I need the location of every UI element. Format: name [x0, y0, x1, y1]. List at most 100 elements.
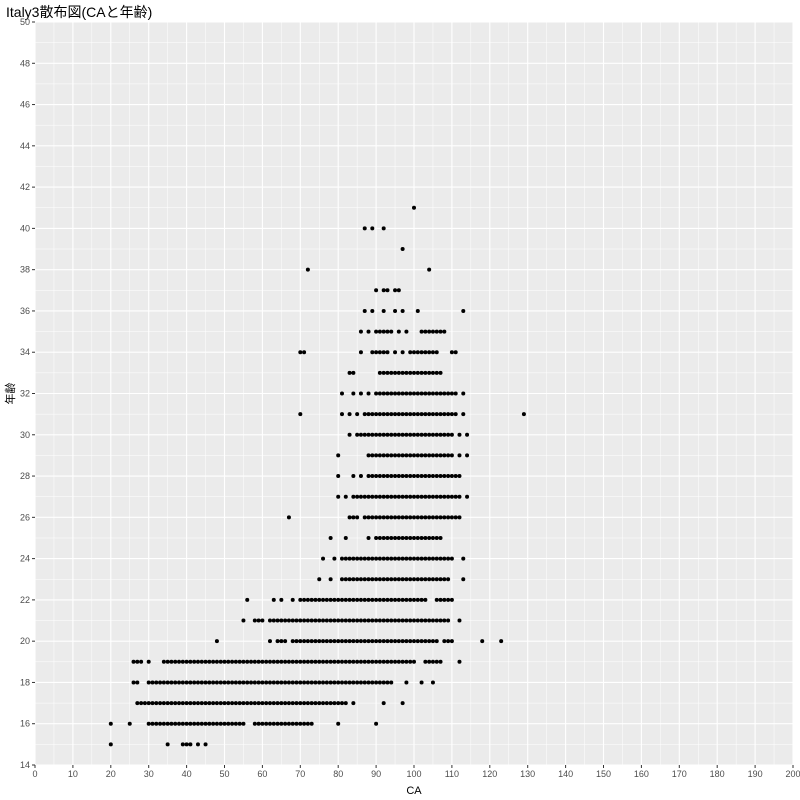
data-point: [377, 680, 382, 685]
data-point: [393, 618, 398, 623]
data-point: [396, 370, 401, 375]
data-point: [385, 659, 390, 664]
data-point: [415, 391, 420, 396]
data-point: [427, 494, 432, 499]
data-point: [457, 515, 462, 520]
data-point: [389, 412, 394, 417]
data-point: [404, 639, 409, 644]
data-point: [374, 391, 379, 396]
data-point: [218, 701, 223, 706]
data-point: [131, 680, 136, 685]
data-point: [389, 391, 394, 396]
data-point: [290, 639, 295, 644]
data-point: [302, 639, 307, 644]
data-point: [298, 618, 303, 623]
data-point: [313, 680, 318, 685]
data-point: [135, 659, 140, 664]
y-tick-label: 44: [20, 141, 30, 151]
data-point: [286, 659, 291, 664]
data-point: [404, 577, 409, 582]
data-point: [347, 618, 352, 623]
data-point: [336, 597, 341, 602]
data-point: [355, 515, 360, 520]
data-point: [267, 721, 272, 726]
data-point: [173, 721, 178, 726]
data-point: [400, 350, 405, 355]
data-point: [241, 701, 246, 706]
data-point: [374, 659, 379, 664]
data-point: [203, 721, 208, 726]
data-point: [199, 701, 204, 706]
data-point: [404, 474, 409, 479]
data-point: [404, 412, 409, 417]
data-point: [404, 535, 409, 540]
x-tick-label: 160: [634, 769, 649, 779]
data-point: [446, 556, 451, 561]
data-point: [419, 370, 424, 375]
data-point: [419, 391, 424, 396]
data-point: [154, 680, 159, 685]
data-point: [317, 659, 322, 664]
data-point: [389, 556, 394, 561]
points-layer: [108, 205, 526, 747]
data-point: [362, 226, 367, 231]
data-point: [385, 515, 390, 520]
data-point: [442, 412, 447, 417]
data-point: [203, 701, 208, 706]
data-point: [370, 494, 375, 499]
data-point: [336, 701, 341, 706]
data-point: [385, 370, 390, 375]
data-point: [146, 680, 151, 685]
data-point: [256, 680, 261, 685]
data-point: [396, 535, 401, 540]
data-point: [180, 680, 185, 685]
y-tick-label: 26: [20, 512, 30, 522]
data-point: [305, 701, 310, 706]
data-point: [400, 494, 405, 499]
data-point: [313, 701, 318, 706]
data-point: [195, 659, 200, 664]
data-point: [412, 391, 416, 396]
data-point: [207, 680, 212, 685]
data-point: [150, 701, 155, 706]
data-point: [135, 680, 140, 685]
data-point: [279, 639, 284, 644]
data-point: [408, 474, 413, 479]
data-point: [283, 680, 288, 685]
data-point: [347, 659, 352, 664]
data-point: [404, 680, 409, 685]
data-point: [423, 639, 428, 644]
data-point: [177, 701, 182, 706]
data-point: [313, 618, 318, 623]
data-point: [419, 535, 424, 540]
data-point: [374, 453, 379, 458]
data-point: [211, 721, 216, 726]
data-point: [358, 432, 363, 437]
data-point: [347, 639, 352, 644]
data-point: [381, 494, 386, 499]
data-point: [461, 556, 466, 561]
data-point: [139, 701, 144, 706]
data-point: [305, 659, 310, 664]
data-point: [362, 639, 367, 644]
data-point: [430, 391, 435, 396]
data-point: [434, 515, 439, 520]
data-point: [290, 701, 295, 706]
data-point: [400, 597, 405, 602]
data-point: [404, 515, 409, 520]
data-point: [412, 639, 416, 644]
data-point: [184, 721, 189, 726]
data-point: [404, 494, 409, 499]
data-point: [453, 515, 458, 520]
data-point: [184, 701, 189, 706]
data-point: [366, 639, 371, 644]
data-point: [381, 329, 386, 334]
data-point: [294, 721, 299, 726]
data-point: [158, 701, 163, 706]
data-point: [336, 659, 341, 664]
data-point: [218, 659, 223, 664]
data-point: [430, 680, 435, 685]
data-point: [226, 721, 231, 726]
data-point: [423, 597, 428, 602]
data-point: [362, 494, 367, 499]
